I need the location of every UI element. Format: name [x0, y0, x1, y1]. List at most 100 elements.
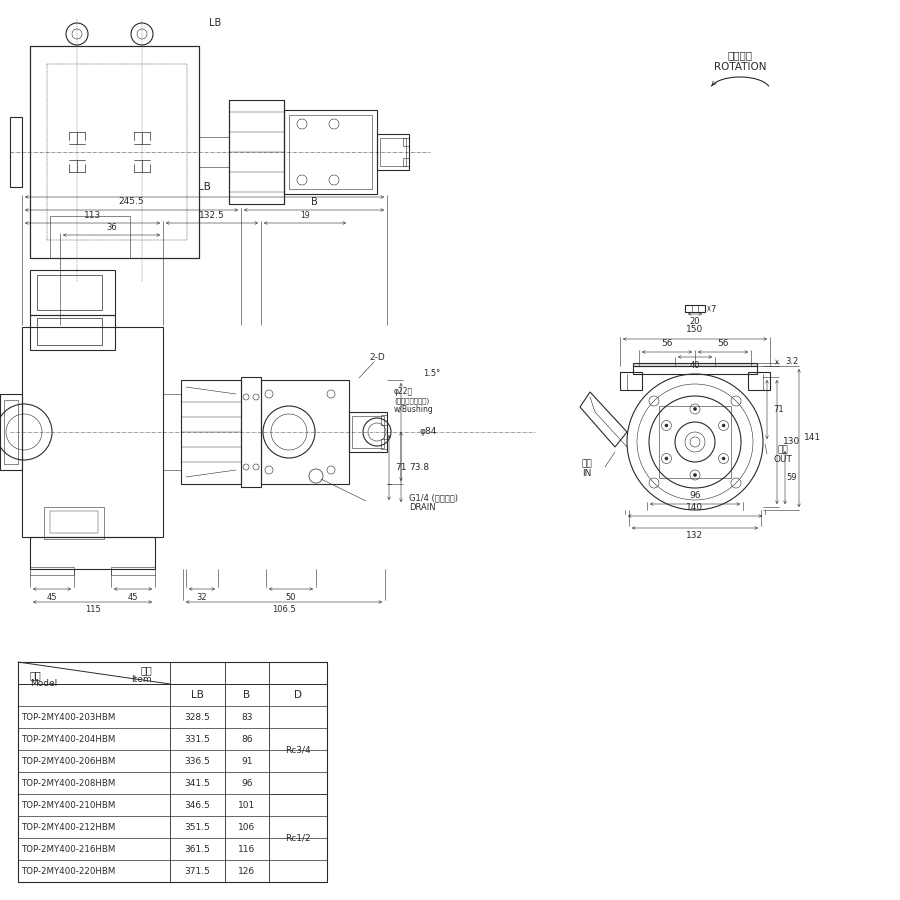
Text: Item: Item: [131, 674, 152, 683]
Bar: [241, 377, 261, 487]
Text: 91: 91: [241, 757, 253, 766]
Bar: [284, 110, 377, 194]
Text: DRAIN: DRAIN: [409, 503, 436, 512]
Bar: [30, 270, 115, 315]
Text: 328.5: 328.5: [184, 713, 211, 722]
Bar: [22, 327, 163, 537]
Text: Rc1/2: Rc1/2: [285, 833, 310, 842]
Bar: [381, 439, 387, 449]
Bar: [620, 372, 642, 390]
Text: 351.5: 351.5: [184, 823, 211, 832]
Bar: [30, 315, 115, 350]
Text: 56: 56: [662, 338, 673, 347]
Bar: [30, 46, 199, 258]
Text: 19: 19: [301, 211, 310, 220]
Text: 336.5: 336.5: [184, 757, 211, 766]
Text: LB: LB: [191, 690, 204, 700]
Bar: [44, 507, 104, 539]
Text: 106.5: 106.5: [272, 606, 296, 615]
Text: 50: 50: [286, 592, 296, 601]
Bar: [748, 372, 770, 390]
Bar: [633, 363, 757, 366]
Text: TOP-2MY400-210HBM: TOP-2MY400-210HBM: [22, 800, 116, 809]
Bar: [659, 406, 731, 478]
Text: D: D: [294, 690, 302, 700]
Text: 40: 40: [689, 361, 700, 370]
Text: B: B: [243, 690, 250, 700]
Bar: [30, 46, 199, 258]
Text: 71: 71: [395, 464, 407, 472]
Bar: [163, 394, 181, 470]
Text: Rc3/4: Rc3/4: [285, 745, 310, 754]
Text: 116: 116: [238, 844, 256, 853]
Bar: [381, 415, 387, 425]
Text: 371.5: 371.5: [184, 867, 211, 876]
Text: TOP-2MY400-204HBM: TOP-2MY400-204HBM: [22, 734, 116, 743]
Text: 101: 101: [238, 800, 256, 809]
Text: 341.5: 341.5: [184, 778, 211, 788]
Bar: [261, 380, 349, 484]
Text: 83: 83: [241, 713, 253, 722]
Text: 形式: 形式: [30, 670, 41, 680]
Circle shape: [722, 457, 725, 460]
Text: 71: 71: [774, 406, 784, 415]
Bar: [692, 305, 698, 312]
Circle shape: [665, 424, 668, 427]
Bar: [111, 567, 155, 575]
Bar: [50, 511, 98, 533]
Text: TOP-2MY400-212HBM: TOP-2MY400-212HBM: [22, 823, 116, 832]
Bar: [0, 394, 22, 470]
Text: TOP-2MY400-203HBM: TOP-2MY400-203HBM: [22, 713, 116, 722]
Text: LB: LB: [209, 18, 221, 28]
Bar: [30, 567, 74, 575]
Text: TOP-2MY400-216HBM: TOP-2MY400-216HBM: [22, 844, 116, 853]
Text: 115: 115: [85, 606, 101, 615]
Text: 吸入: 吸入: [581, 460, 592, 469]
Text: φ22穴: φ22穴: [394, 388, 413, 397]
Bar: [37, 275, 102, 310]
Text: 7: 7: [710, 304, 716, 313]
Text: 73.8: 73.8: [409, 463, 429, 472]
Bar: [181, 380, 241, 484]
Text: 32: 32: [197, 592, 207, 601]
Polygon shape: [580, 392, 627, 447]
Bar: [30, 537, 155, 569]
Text: IN: IN: [582, 469, 591, 478]
Text: 36: 36: [106, 222, 117, 231]
Circle shape: [665, 457, 668, 460]
Bar: [229, 100, 284, 204]
Text: 113: 113: [84, 211, 101, 220]
Text: G1/4 (ドレン穴): G1/4 (ドレン穴): [409, 493, 458, 502]
Text: 106: 106: [238, 823, 256, 832]
Text: Model: Model: [30, 679, 58, 688]
Bar: [633, 366, 757, 374]
Text: LB: LB: [198, 182, 211, 192]
Text: 45: 45: [47, 592, 58, 601]
Text: φ84: φ84: [419, 428, 436, 436]
Bar: [199, 137, 229, 167]
Text: 130: 130: [783, 437, 801, 446]
Bar: [4, 400, 18, 464]
Bar: [380, 138, 406, 166]
Text: 96: 96: [689, 491, 701, 500]
Text: 3.2: 3.2: [786, 357, 798, 366]
Bar: [352, 416, 384, 448]
Text: 346.5: 346.5: [184, 800, 211, 809]
Text: 回転方向: 回転方向: [727, 50, 752, 60]
Bar: [10, 117, 22, 187]
Bar: [685, 305, 705, 312]
Text: 150: 150: [687, 326, 704, 335]
Circle shape: [694, 408, 697, 410]
Bar: [37, 318, 102, 345]
Text: 361.5: 361.5: [184, 844, 211, 853]
Text: 132.5: 132.5: [199, 211, 225, 220]
Bar: [289, 115, 372, 189]
Text: 86: 86: [241, 734, 253, 743]
Text: (ゴムブッシュ付): (ゴムブッシュ付): [394, 398, 429, 404]
Text: 245.5: 245.5: [119, 197, 144, 206]
Text: B: B: [310, 197, 318, 207]
Text: TOP-2MY400-206HBM: TOP-2MY400-206HBM: [22, 757, 116, 766]
Text: 96: 96: [241, 778, 253, 788]
Text: TOP-2MY400-208HBM: TOP-2MY400-208HBM: [22, 778, 116, 788]
Text: 20: 20: [689, 317, 700, 326]
